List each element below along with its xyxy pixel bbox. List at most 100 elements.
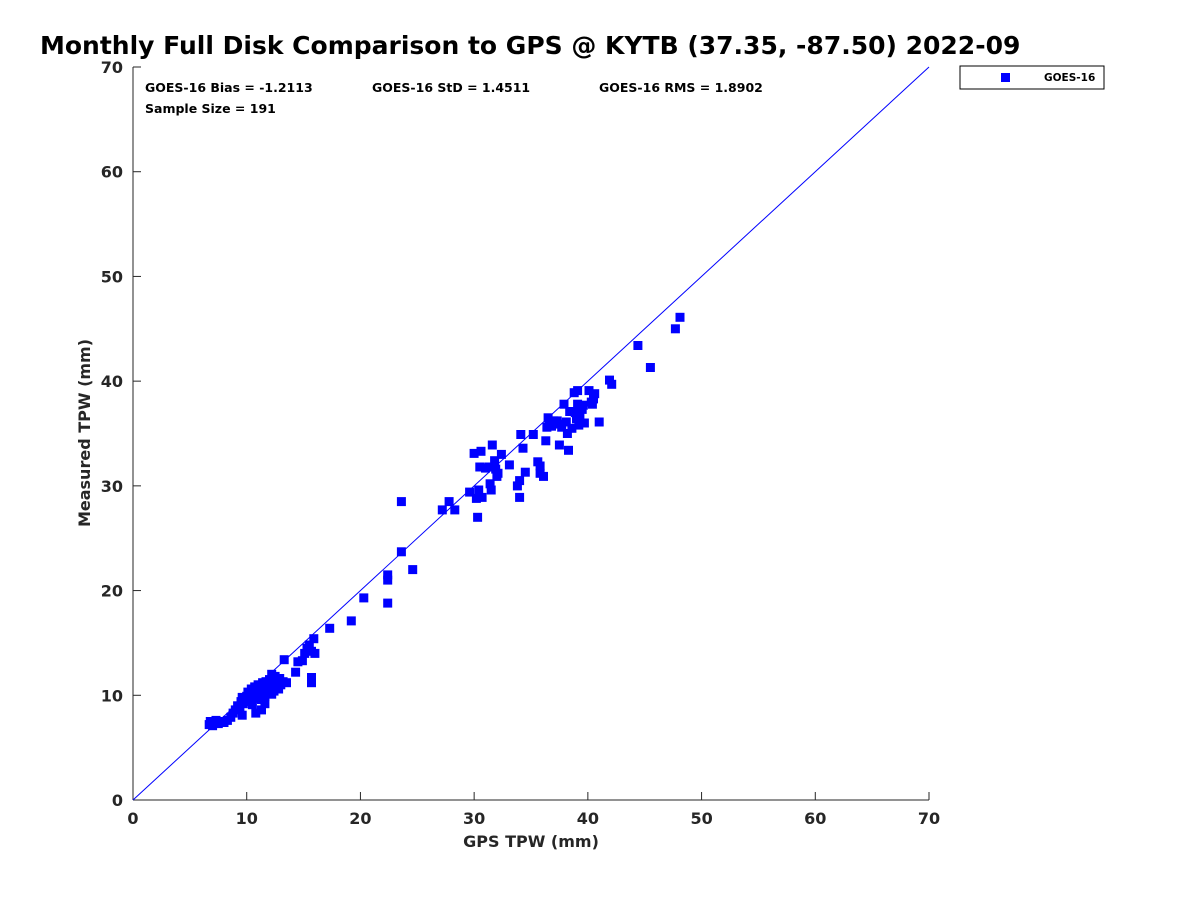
data-point [541, 436, 551, 446]
data-point [633, 341, 643, 350]
bias-stat: GOES-16 Bias = -1.2113 [145, 80, 313, 95]
data-point [578, 400, 588, 410]
data-point [359, 593, 369, 603]
x-tick-label: 20 [349, 809, 371, 828]
data-point [437, 505, 447, 515]
data-point [307, 678, 316, 688]
data-point [396, 547, 406, 557]
data-point [291, 667, 301, 677]
data-point [504, 460, 514, 470]
data-point [487, 440, 497, 450]
data-point [383, 570, 393, 580]
data-point [518, 443, 528, 453]
data-point [473, 512, 483, 522]
data-point [645, 363, 655, 372]
x-tick-label: 0 [127, 809, 138, 828]
x-tick-label: 60 [804, 809, 826, 828]
data-point [493, 468, 503, 478]
data-point [535, 461, 545, 471]
data-point [561, 417, 571, 427]
data-point [408, 565, 418, 575]
data-point [554, 440, 564, 450]
data-point [469, 448, 479, 458]
data-point [516, 430, 526, 439]
data-point [486, 485, 496, 495]
data-point [484, 462, 494, 472]
data-point [587, 399, 597, 409]
x-axis-ticks: 0 10 20 30 40 50 60 70 [127, 792, 940, 828]
data-point [565, 407, 575, 416]
data-point [475, 462, 485, 472]
legend: GOES-16 [959, 65, 1105, 90]
data-point [543, 413, 553, 423]
data-point [310, 648, 320, 658]
data-point [573, 386, 583, 396]
data-point [254, 689, 264, 699]
x-tick-label: 70 [918, 809, 940, 828]
data-point [520, 467, 530, 477]
data-point [575, 411, 585, 421]
y-axis-ticks: 0 10 20 30 40 50 60 70 [101, 58, 141, 810]
x-axis-label: GPS TPW (mm) [463, 832, 599, 851]
data-point [309, 634, 319, 644]
data-point [570, 408, 580, 418]
std-stat: GOES-16 StD = 1.4511 [372, 80, 530, 95]
y-axis-label: Measured TPW (mm) [75, 339, 94, 527]
data-point [564, 445, 573, 455]
data-point [584, 386, 594, 396]
data-point [279, 655, 289, 665]
y-tick-label: 10 [101, 686, 123, 705]
data-point [573, 399, 583, 409]
y-tick-label: 20 [101, 582, 123, 601]
data-point [267, 689, 277, 699]
legend-box [959, 65, 1105, 90]
y-tick-label: 60 [101, 163, 123, 182]
data-point [539, 471, 548, 481]
data-point [297, 656, 307, 666]
data-point [237, 710, 247, 720]
y-tick-label: 70 [101, 58, 123, 77]
data-point [346, 616, 356, 626]
rms-stat: GOES-16 RMS = 1.8902 [599, 80, 763, 95]
data-point [485, 479, 495, 489]
data-point [251, 708, 261, 718]
data-point [574, 420, 584, 430]
y-tick-label: 0 [112, 791, 123, 810]
data-point [260, 699, 270, 709]
data-point [282, 678, 291, 688]
data-point [528, 430, 538, 439]
data-point [567, 423, 577, 433]
data-point [444, 497, 454, 507]
x-tick-label: 30 [463, 809, 485, 828]
legend-label-goes16: GOES-16 [1044, 72, 1095, 84]
data-point [490, 456, 500, 466]
data-point [307, 673, 316, 682]
data-point [557, 422, 567, 432]
data-point [325, 623, 335, 633]
data-point [245, 697, 255, 707]
data-point [562, 429, 572, 438]
data-point [512, 481, 522, 491]
legend-marker-goes16 [1001, 73, 1010, 82]
data-point [396, 497, 406, 507]
data-point [257, 705, 266, 715]
chart-title: Monthly Full Disk Comparison to GPS @ KY… [40, 31, 1020, 60]
data-point [471, 493, 481, 503]
sample-size-stat: Sample Size = 191 [145, 101, 276, 116]
data-point [589, 394, 598, 404]
data-point [590, 389, 600, 399]
data-point [515, 492, 525, 502]
data-point [579, 418, 589, 428]
data-point [383, 598, 393, 608]
data-point [476, 446, 486, 456]
data-point [496, 449, 506, 459]
plot-area: 0 10 20 30 40 50 60 70 0 10 20 30 40 50 60 70 [101, 58, 940, 828]
data-point [450, 505, 460, 515]
data-point [383, 575, 393, 585]
data-point [675, 312, 685, 322]
data-point [607, 379, 617, 389]
y-tick-label: 40 [101, 372, 123, 391]
data-point [465, 487, 475, 497]
x-tick-label: 10 [236, 809, 258, 828]
